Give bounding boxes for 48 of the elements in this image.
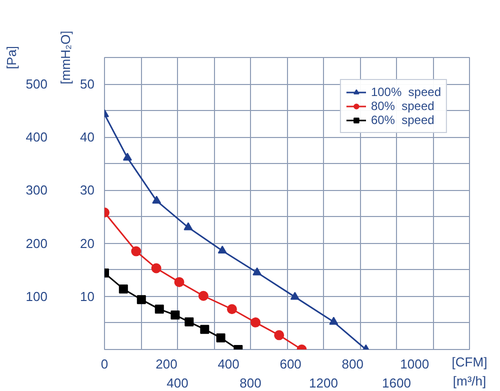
point	[118, 284, 128, 294]
y2-tick-label: 30	[80, 182, 95, 198]
x2-tick-label: 800	[240, 376, 262, 390]
x2-tick-label: 1200	[309, 376, 338, 390]
y-tick-label: 100	[26, 288, 48, 304]
point	[250, 317, 261, 328]
y2-tick-label: 40	[80, 130, 95, 145]
point	[274, 330, 284, 340]
point	[200, 324, 210, 334]
point	[154, 304, 164, 314]
point	[122, 152, 132, 161]
point	[226, 304, 237, 314]
legend-label: 80% speed	[370, 99, 434, 113]
x-tick-label: 0	[100, 356, 108, 372]
point	[216, 333, 226, 342]
point	[290, 292, 300, 300]
x-tick-label: 400	[218, 356, 240, 372]
x-tick-label: 800	[342, 356, 364, 372]
y-tick-label: 500	[26, 76, 48, 92]
y2-tick-label: 10	[80, 288, 95, 304]
y-tick-label: 400	[26, 130, 48, 145]
legend-label: 60% speed	[370, 113, 434, 127]
legend-label: 100% speed	[370, 85, 441, 99]
point	[170, 310, 180, 320]
x-tick-label: 1000	[400, 356, 430, 372]
y-axis-title: [Pa]	[4, 46, 19, 70]
point	[184, 222, 193, 230]
point	[184, 317, 194, 326]
point	[151, 263, 162, 274]
point	[152, 196, 162, 204]
x-tick-label: 200	[156, 356, 178, 372]
point	[174, 277, 184, 288]
x-axis-title: [CFM]	[452, 354, 488, 370]
x-tick-label: 600	[280, 356, 302, 372]
x2-tick-label: 400	[166, 376, 188, 390]
y2-axis-title: [mmH₂O]	[58, 30, 74, 84]
x2-axis-title: [m³/h]	[452, 374, 486, 388]
point	[329, 316, 338, 325]
y-tick-label: 200	[26, 236, 48, 251]
point	[136, 295, 146, 304]
point	[198, 290, 208, 301]
y2-tick-label: 20	[80, 236, 95, 251]
y2-tick-label: 50	[80, 76, 95, 92]
point	[218, 246, 227, 254]
x2-tick-label: 1600	[382, 376, 411, 390]
point	[252, 267, 262, 276]
point	[131, 246, 142, 256]
y-tick-label: 300	[26, 182, 48, 198]
